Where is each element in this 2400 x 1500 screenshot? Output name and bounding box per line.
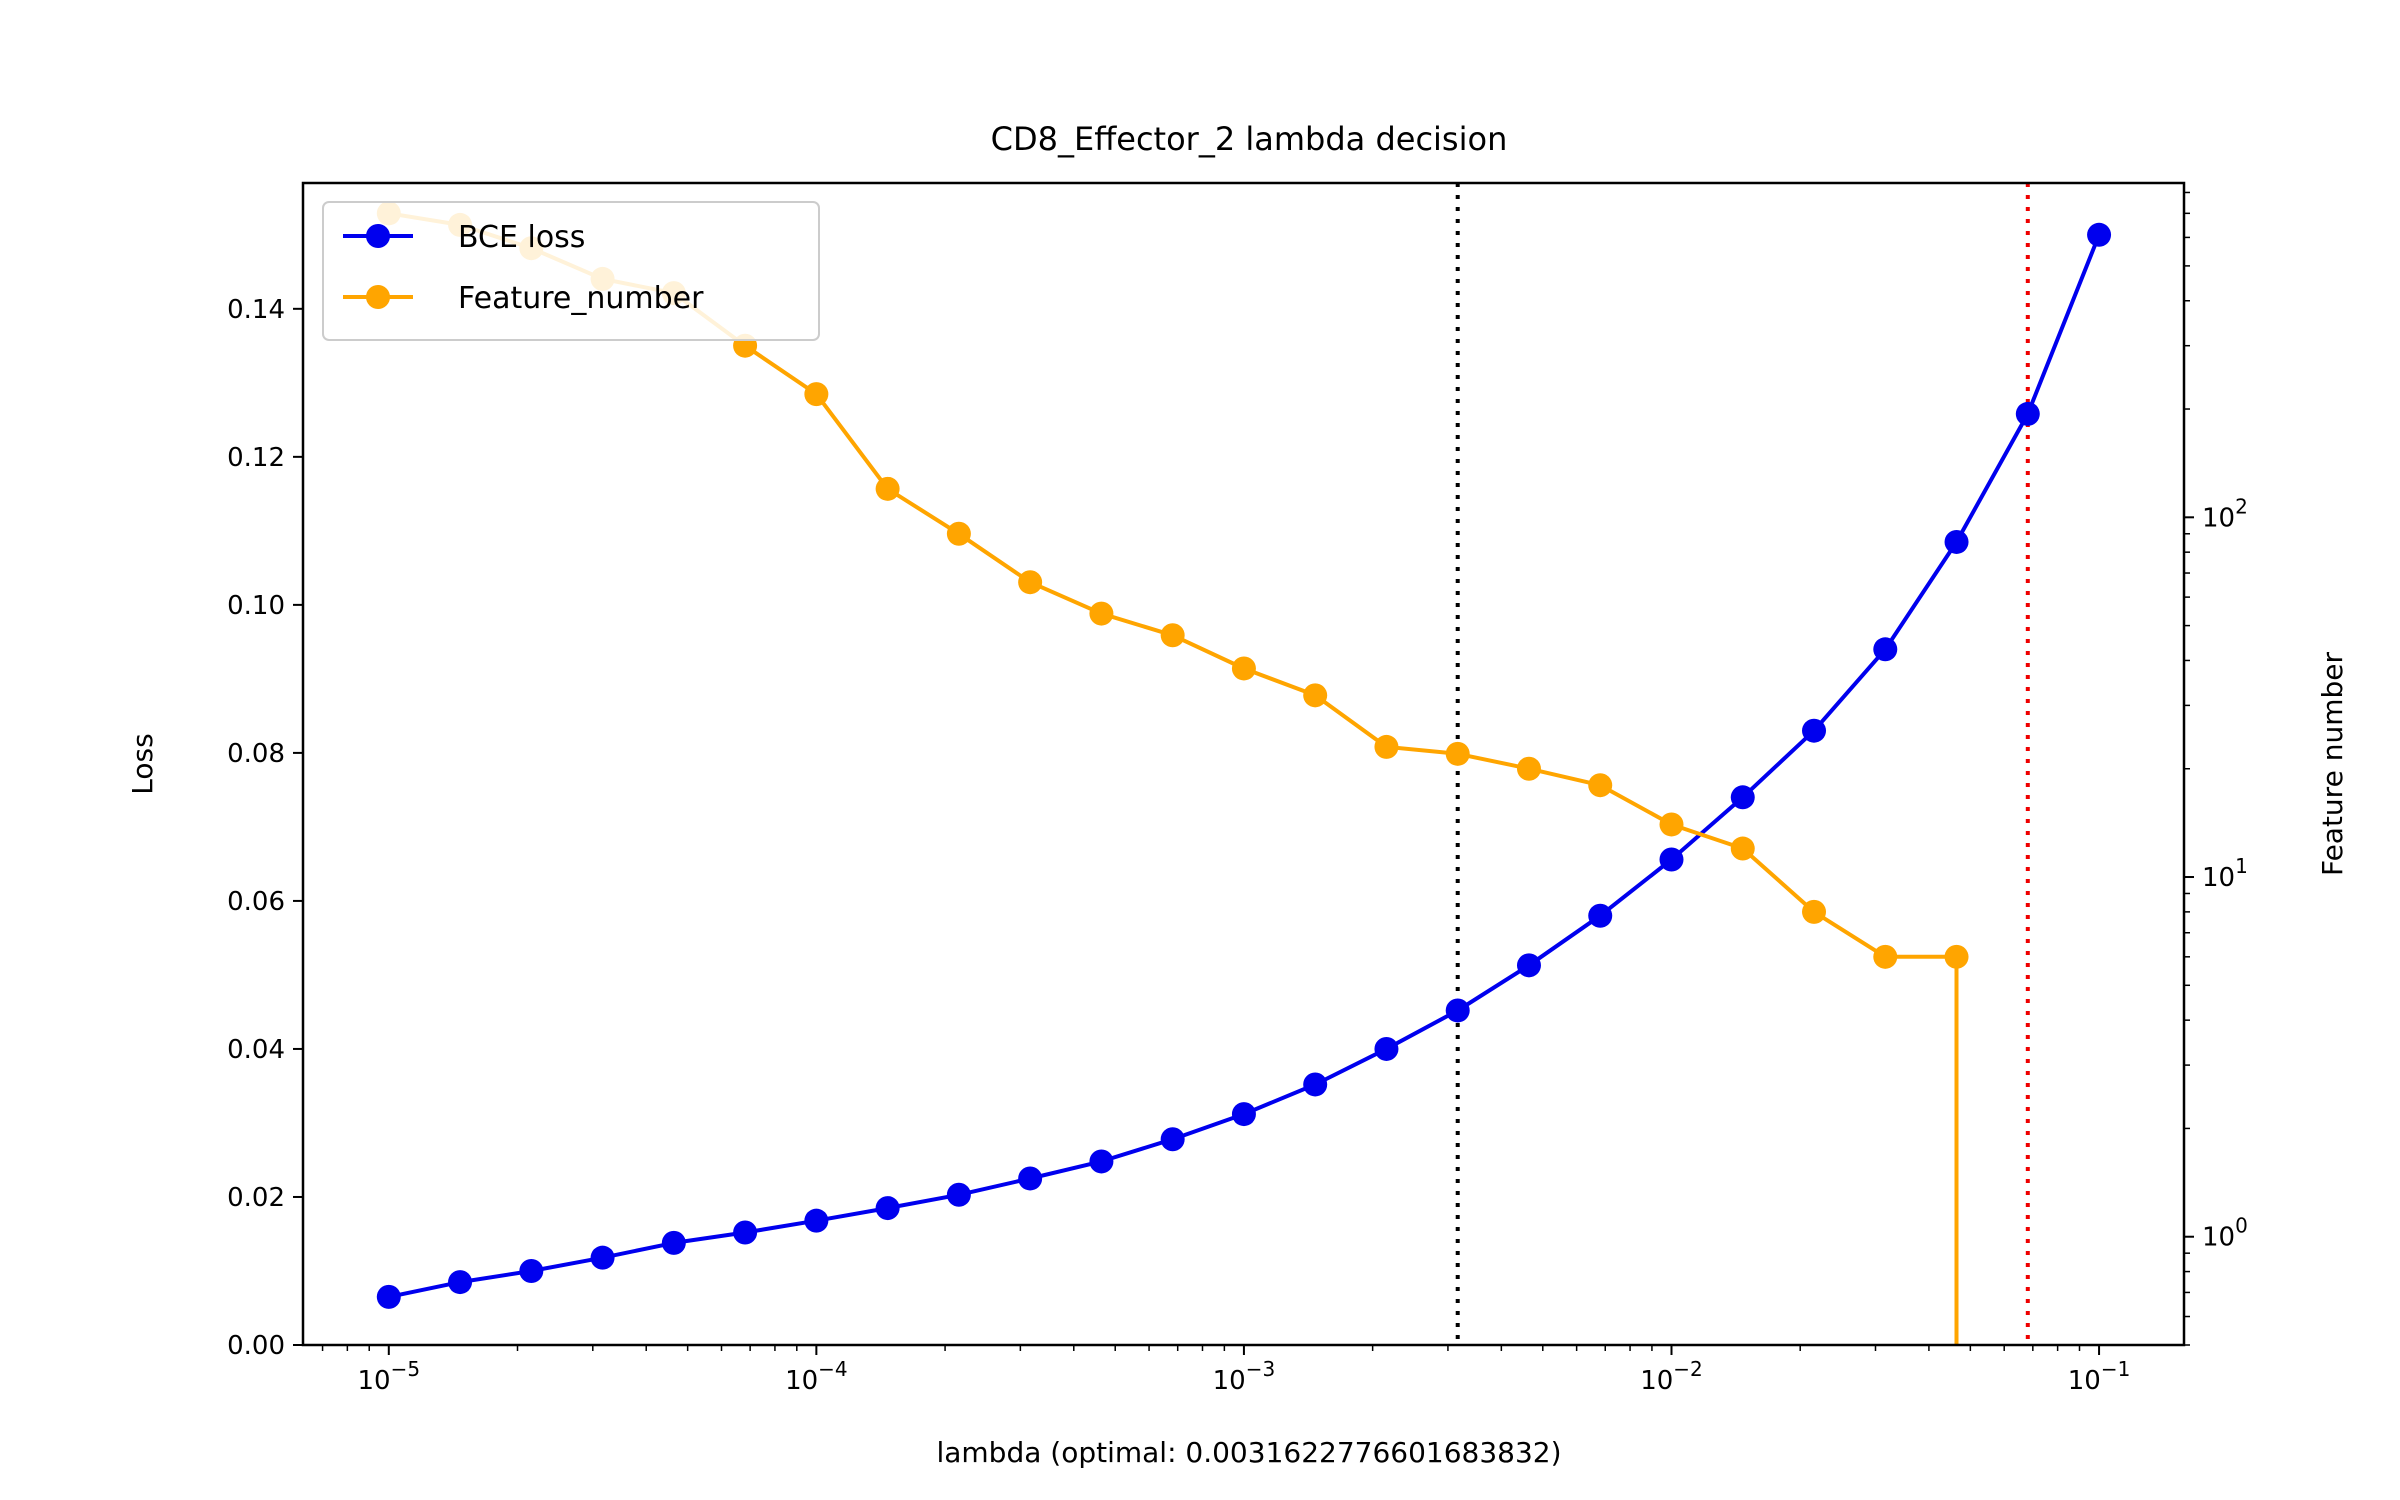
feature-number-point [946,521,971,546]
bce-loss-point [1588,903,1613,928]
x-tick-label: 10−1 [2068,1357,2131,1396]
bce-loss-point [733,1220,758,1245]
y-axis-label: Loss [126,733,159,794]
bce-loss-point [376,1284,401,1309]
y-tick-label: 0.06 [227,887,285,917]
bce-loss-point [1018,1166,1043,1191]
feature-number-point [1160,623,1185,648]
feature-number-point [1231,656,1256,681]
bce-loss-point [519,1258,544,1283]
bce-loss-point [1445,998,1470,1023]
bce-loss-point [1516,953,1541,978]
x-tick-label: 10−4 [785,1357,848,1396]
x-tick-label: 10−3 [1213,1357,1276,1396]
bce-loss-point [1160,1127,1185,1152]
bce-loss-point [661,1230,686,1255]
y2-axis-ticks: 100 101 102 [2184,191,2248,1346]
legend-label-feature-number: Feature_number [458,281,704,316]
x-axis-ticks: 10−5 10−4 10−3 10−2 10−1 [321,1345,2131,1396]
x-tick-label: 10−2 [1640,1357,1703,1396]
feature-number-point [1944,944,1969,969]
x-tick-label: 10−5 [358,1357,421,1396]
y2-tick-label: 101 [2202,854,2248,893]
feature-number-point [875,476,900,501]
feature-number-point [1588,773,1613,798]
bce-loss-point [2015,401,2040,426]
feature-number-point [1018,570,1043,595]
y-tick-label: 0.02 [227,1183,285,1213]
legend: BCE loss Feature_number [322,201,820,341]
y2-tick-label: 100 [2202,1214,2248,1253]
y-tick-label: 0.12 [227,443,285,473]
bce-loss-point [1303,1072,1328,1097]
y-tick-label: 0.14 [227,295,285,325]
bce-loss-point [946,1182,971,1207]
chart-title: CD8_Effector_2 lambda decision [991,120,1508,158]
y-tick-label: 0.08 [227,739,285,769]
feature-number-line [388,211,1959,1345]
feature-number-point [1659,812,1684,837]
bce-loss-point [1374,1036,1399,1061]
bce-loss-point [1231,1102,1256,1127]
y-axis-ticks: 0.00 0.02 0.04 0.06 0.08 0.10 0.12 0.14 [227,295,303,1361]
plot-lines [376,183,2112,1345]
feature-number-point [1445,741,1470,766]
legend-marker-bce-loss [366,224,390,248]
bce-loss-line [388,234,2101,1299]
y2-tick-label: 102 [2202,494,2248,533]
bce-loss-point [1944,529,1969,554]
bce-loss-point [590,1245,615,1270]
bce-loss-point [804,1208,829,1233]
bce-loss-point [1659,847,1684,872]
x-axis-label: lambda (optimal: 0.0031622776601683832) [936,1436,1561,1469]
legend-marker-feature-number [366,285,390,309]
bce-loss-point [1089,1149,1114,1174]
plot-frame [301,181,2186,1347]
feature-number-point [1374,734,1399,759]
legend-label-bce-loss: BCE loss [458,220,585,255]
feature-number-point [804,382,829,407]
legend-box [322,201,820,341]
bce-loss-point [2087,222,2112,247]
bce-loss-point [448,1270,473,1295]
y-tick-label: 0.04 [227,1035,285,1065]
y2-axis-label: Feature number [2316,652,2349,876]
feature-number-point [1089,601,1114,626]
feature-number-point [1730,836,1755,861]
y-tick-label: 0.00 [227,1331,285,1361]
feature-number-point [1802,899,1827,924]
feature-number-point [1873,944,1898,969]
bce-loss-point [1730,785,1755,810]
feature-number-point [1516,756,1541,781]
y-tick-label: 0.10 [227,591,285,621]
feature-number-point [1303,683,1328,708]
bce-loss-point [875,1196,900,1221]
bce-loss-point [1802,718,1827,743]
bce-loss-point [1873,637,1898,662]
